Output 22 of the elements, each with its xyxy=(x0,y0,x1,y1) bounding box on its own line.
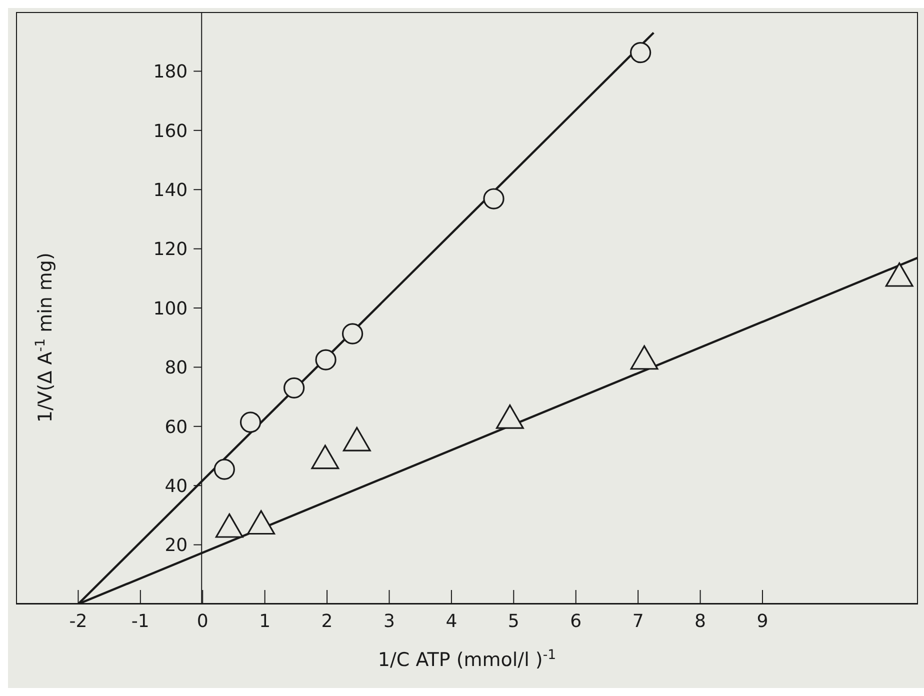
y-tick-label: 140 xyxy=(153,180,188,201)
y-tick-label: 40 xyxy=(164,476,188,497)
x-tick-label: 7 xyxy=(632,610,644,632)
x-tick-label: 0 xyxy=(196,610,208,632)
y-tick-label: 100 xyxy=(153,298,188,320)
x-tick-label: 2 xyxy=(321,610,333,632)
y-tick-label: 160 xyxy=(153,120,188,142)
y-tick-label: 120 xyxy=(153,239,188,260)
x-tick-label: 6 xyxy=(570,610,582,632)
x-tick-label: 5 xyxy=(508,610,520,632)
y-tick-label: 20 xyxy=(164,535,188,556)
x-tick-label: 3 xyxy=(384,610,395,632)
x-tick-label: 8 xyxy=(694,610,706,632)
y-tick-label: 80 xyxy=(164,358,188,379)
x-tick-label: 4 xyxy=(446,610,458,632)
x-tick-label: -1 xyxy=(131,610,150,632)
x-tick-label: -2 xyxy=(69,610,88,632)
x-tick-label: 9 xyxy=(756,610,768,632)
y-tick-label: 180 xyxy=(153,62,188,83)
x-axis-title: 1/C ATP (mmol/l )$^{-1}$ xyxy=(378,648,556,671)
y-tick-label: 60 xyxy=(164,416,188,438)
x-tick-label: 1 xyxy=(259,610,271,632)
